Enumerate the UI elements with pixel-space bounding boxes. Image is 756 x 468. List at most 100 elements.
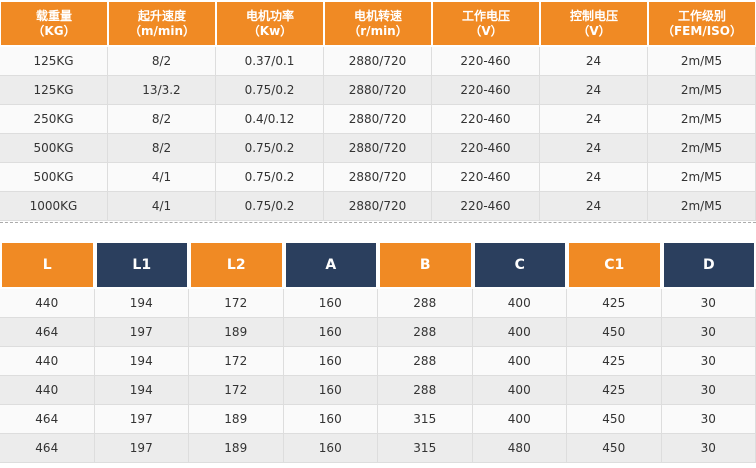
table-cell: 464: [0, 405, 95, 434]
cell-text: 400: [507, 383, 531, 397]
table-cell: 2880/720: [324, 47, 432, 76]
table-cell: 197: [94, 405, 189, 434]
header-title: L2: [226, 256, 246, 273]
cell-text: 197: [129, 325, 153, 339]
table-cell: 400: [472, 376, 567, 405]
table-cell: 2880/720: [324, 105, 432, 134]
table-cell: 0.75/0.2: [216, 163, 324, 192]
cell-text: 197: [129, 412, 153, 426]
table-cell: 2880/720: [324, 192, 432, 221]
cell-text: 13/3.2: [142, 83, 181, 97]
table-cell: 288: [378, 376, 473, 405]
header-cell: 工作级别 （FEM/ISO）: [649, 2, 755, 45]
cell-text: 125KG: [33, 54, 74, 68]
header-title: L1: [132, 256, 152, 273]
cell-text: 288: [413, 296, 437, 310]
table-cell: 189: [189, 434, 284, 463]
table-cell: 0.75/0.2: [216, 134, 324, 163]
table-cell: 500KG: [0, 134, 108, 163]
table-cell: 2880/720: [324, 76, 432, 105]
table-cell: 2m/M5: [648, 76, 756, 105]
cell-text: 30: [700, 383, 716, 397]
header-cell: L2: [191, 243, 282, 287]
cell-text: 24: [585, 170, 602, 184]
table-cell: 24: [540, 105, 648, 134]
table-cell: 30: [661, 318, 756, 347]
table-cell: 2m/M5: [648, 163, 756, 192]
table-cell: 450: [567, 434, 662, 463]
table-cell: 0.37/0.1: [216, 47, 324, 76]
cell-text: 160: [318, 325, 342, 339]
table-cell: 0.75/0.2: [216, 192, 324, 221]
cell-text: 30: [700, 325, 716, 339]
table-cell: 480: [472, 434, 567, 463]
cell-text: 220-460: [460, 54, 511, 68]
cell-text: 160: [318, 354, 342, 368]
cell-text: 0.37/0.1: [244, 54, 295, 68]
cell-text: 4/1: [151, 170, 172, 184]
table-cell: 400: [472, 318, 567, 347]
cell-text: 8/2: [151, 54, 172, 68]
cell-text: 0.4/0.12: [244, 112, 295, 126]
cell-text: 0.75/0.2: [244, 199, 295, 213]
table-cell: 24: [540, 76, 648, 105]
cell-text: 194: [129, 383, 153, 397]
cell-text: 288: [413, 354, 437, 368]
cell-text: 189: [224, 441, 248, 455]
cell-text: 464: [35, 412, 59, 426]
cell-text: 450: [602, 412, 626, 426]
table-cell: 30: [661, 376, 756, 405]
table-cell: 220-460: [432, 134, 540, 163]
table-cell: 288: [378, 318, 473, 347]
cell-text: 450: [602, 325, 626, 339]
table-cell: 2m/M5: [648, 134, 756, 163]
table-cell: 8/2: [108, 134, 216, 163]
header-title: 电机转速: [353, 8, 402, 23]
cell-text: 125KG: [33, 83, 74, 97]
cell-text: 189: [224, 325, 248, 339]
table-cell: 450: [567, 405, 662, 434]
table-cell: 160: [283, 289, 378, 318]
cell-text: 220-460: [460, 170, 511, 184]
header-title: 载重量: [35, 8, 72, 23]
cell-text: 2m/M5: [680, 199, 723, 213]
header-title: C1: [604, 256, 625, 273]
cell-text: 2m/M5: [680, 54, 723, 68]
header-unit: （r/min）: [348, 23, 408, 38]
cell-text: 160: [318, 383, 342, 397]
header-title: A: [325, 256, 337, 273]
table-cell: 172: [189, 376, 284, 405]
table-cell: 220-460: [432, 163, 540, 192]
header-cell: D: [663, 243, 754, 287]
cell-text: 160: [318, 412, 342, 426]
cell-text: 288: [413, 383, 437, 397]
table-cell: 189: [189, 318, 284, 347]
cell-text: 400: [507, 412, 531, 426]
table-cell: 125KG: [0, 76, 108, 105]
header-unit: （V）: [469, 23, 503, 38]
cell-text: 172: [224, 296, 248, 310]
cell-text: 315: [413, 412, 437, 426]
header-cell: L1: [96, 243, 187, 287]
cell-text: 30: [700, 441, 716, 455]
cell-text: 220-460: [460, 199, 511, 213]
header-cell: 电机功率 （Kw）: [217, 2, 323, 45]
table-cell: 4/1: [108, 192, 216, 221]
cell-text: 450: [602, 441, 626, 455]
table-cell: 0.4/0.12: [216, 105, 324, 134]
cell-text: 197: [129, 441, 153, 455]
cell-text: 160: [318, 441, 342, 455]
cell-text: 2880/720: [348, 170, 407, 184]
header-title: L: [42, 256, 52, 273]
header-unit: （Kw）: [247, 23, 293, 38]
table-cell: 425: [567, 347, 662, 376]
cell-text: 0.75/0.2: [244, 170, 295, 184]
table-cell: 160: [283, 347, 378, 376]
header-unit: （KG）: [32, 23, 76, 38]
header-cell: 载重量 （KG）: [1, 2, 107, 45]
table-cell: 24: [540, 163, 648, 192]
table-cell: 250KG: [0, 105, 108, 134]
cell-text: 172: [224, 383, 248, 397]
cell-text: 2m/M5: [680, 141, 723, 155]
